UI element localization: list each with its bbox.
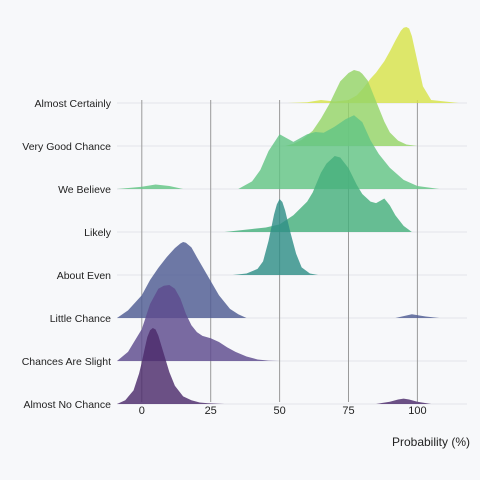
category-label: Chances Are Slight [22, 356, 111, 368]
x-tick-label: 25 [205, 405, 217, 417]
category-label: Likely [84, 227, 112, 239]
ridge-little-chance [117, 242, 440, 318]
x-tick-label: 100 [408, 405, 426, 417]
x-tick-label: 75 [342, 405, 354, 417]
x-axis-title: Probability (%) [392, 435, 470, 449]
ridge-almost-certainly [287, 27, 459, 103]
category-label: We Believe [58, 184, 111, 196]
category-labels: Almost Certainly Very Good Chance We Belie… [22, 98, 112, 411]
x-tick-labels: 0 25 50 75 100 [139, 405, 427, 417]
ridges [117, 27, 459, 404]
category-label: Almost Certainly [35, 98, 112, 110]
ridge-almost-no-chance [117, 328, 432, 404]
ridge-very-good-chance [285, 70, 418, 146]
ridge-likely [224, 156, 412, 232]
ridge-we-believe [117, 115, 440, 189]
category-label: Little Chance [50, 313, 111, 325]
ridge-about-even [232, 199, 319, 275]
category-label: Almost No Chance [23, 399, 111, 411]
x-tick-label: 50 [273, 405, 285, 417]
category-label: Very Good Chance [22, 141, 111, 153]
x-tick-label: 0 [139, 405, 145, 417]
category-label: About Even [57, 270, 111, 282]
